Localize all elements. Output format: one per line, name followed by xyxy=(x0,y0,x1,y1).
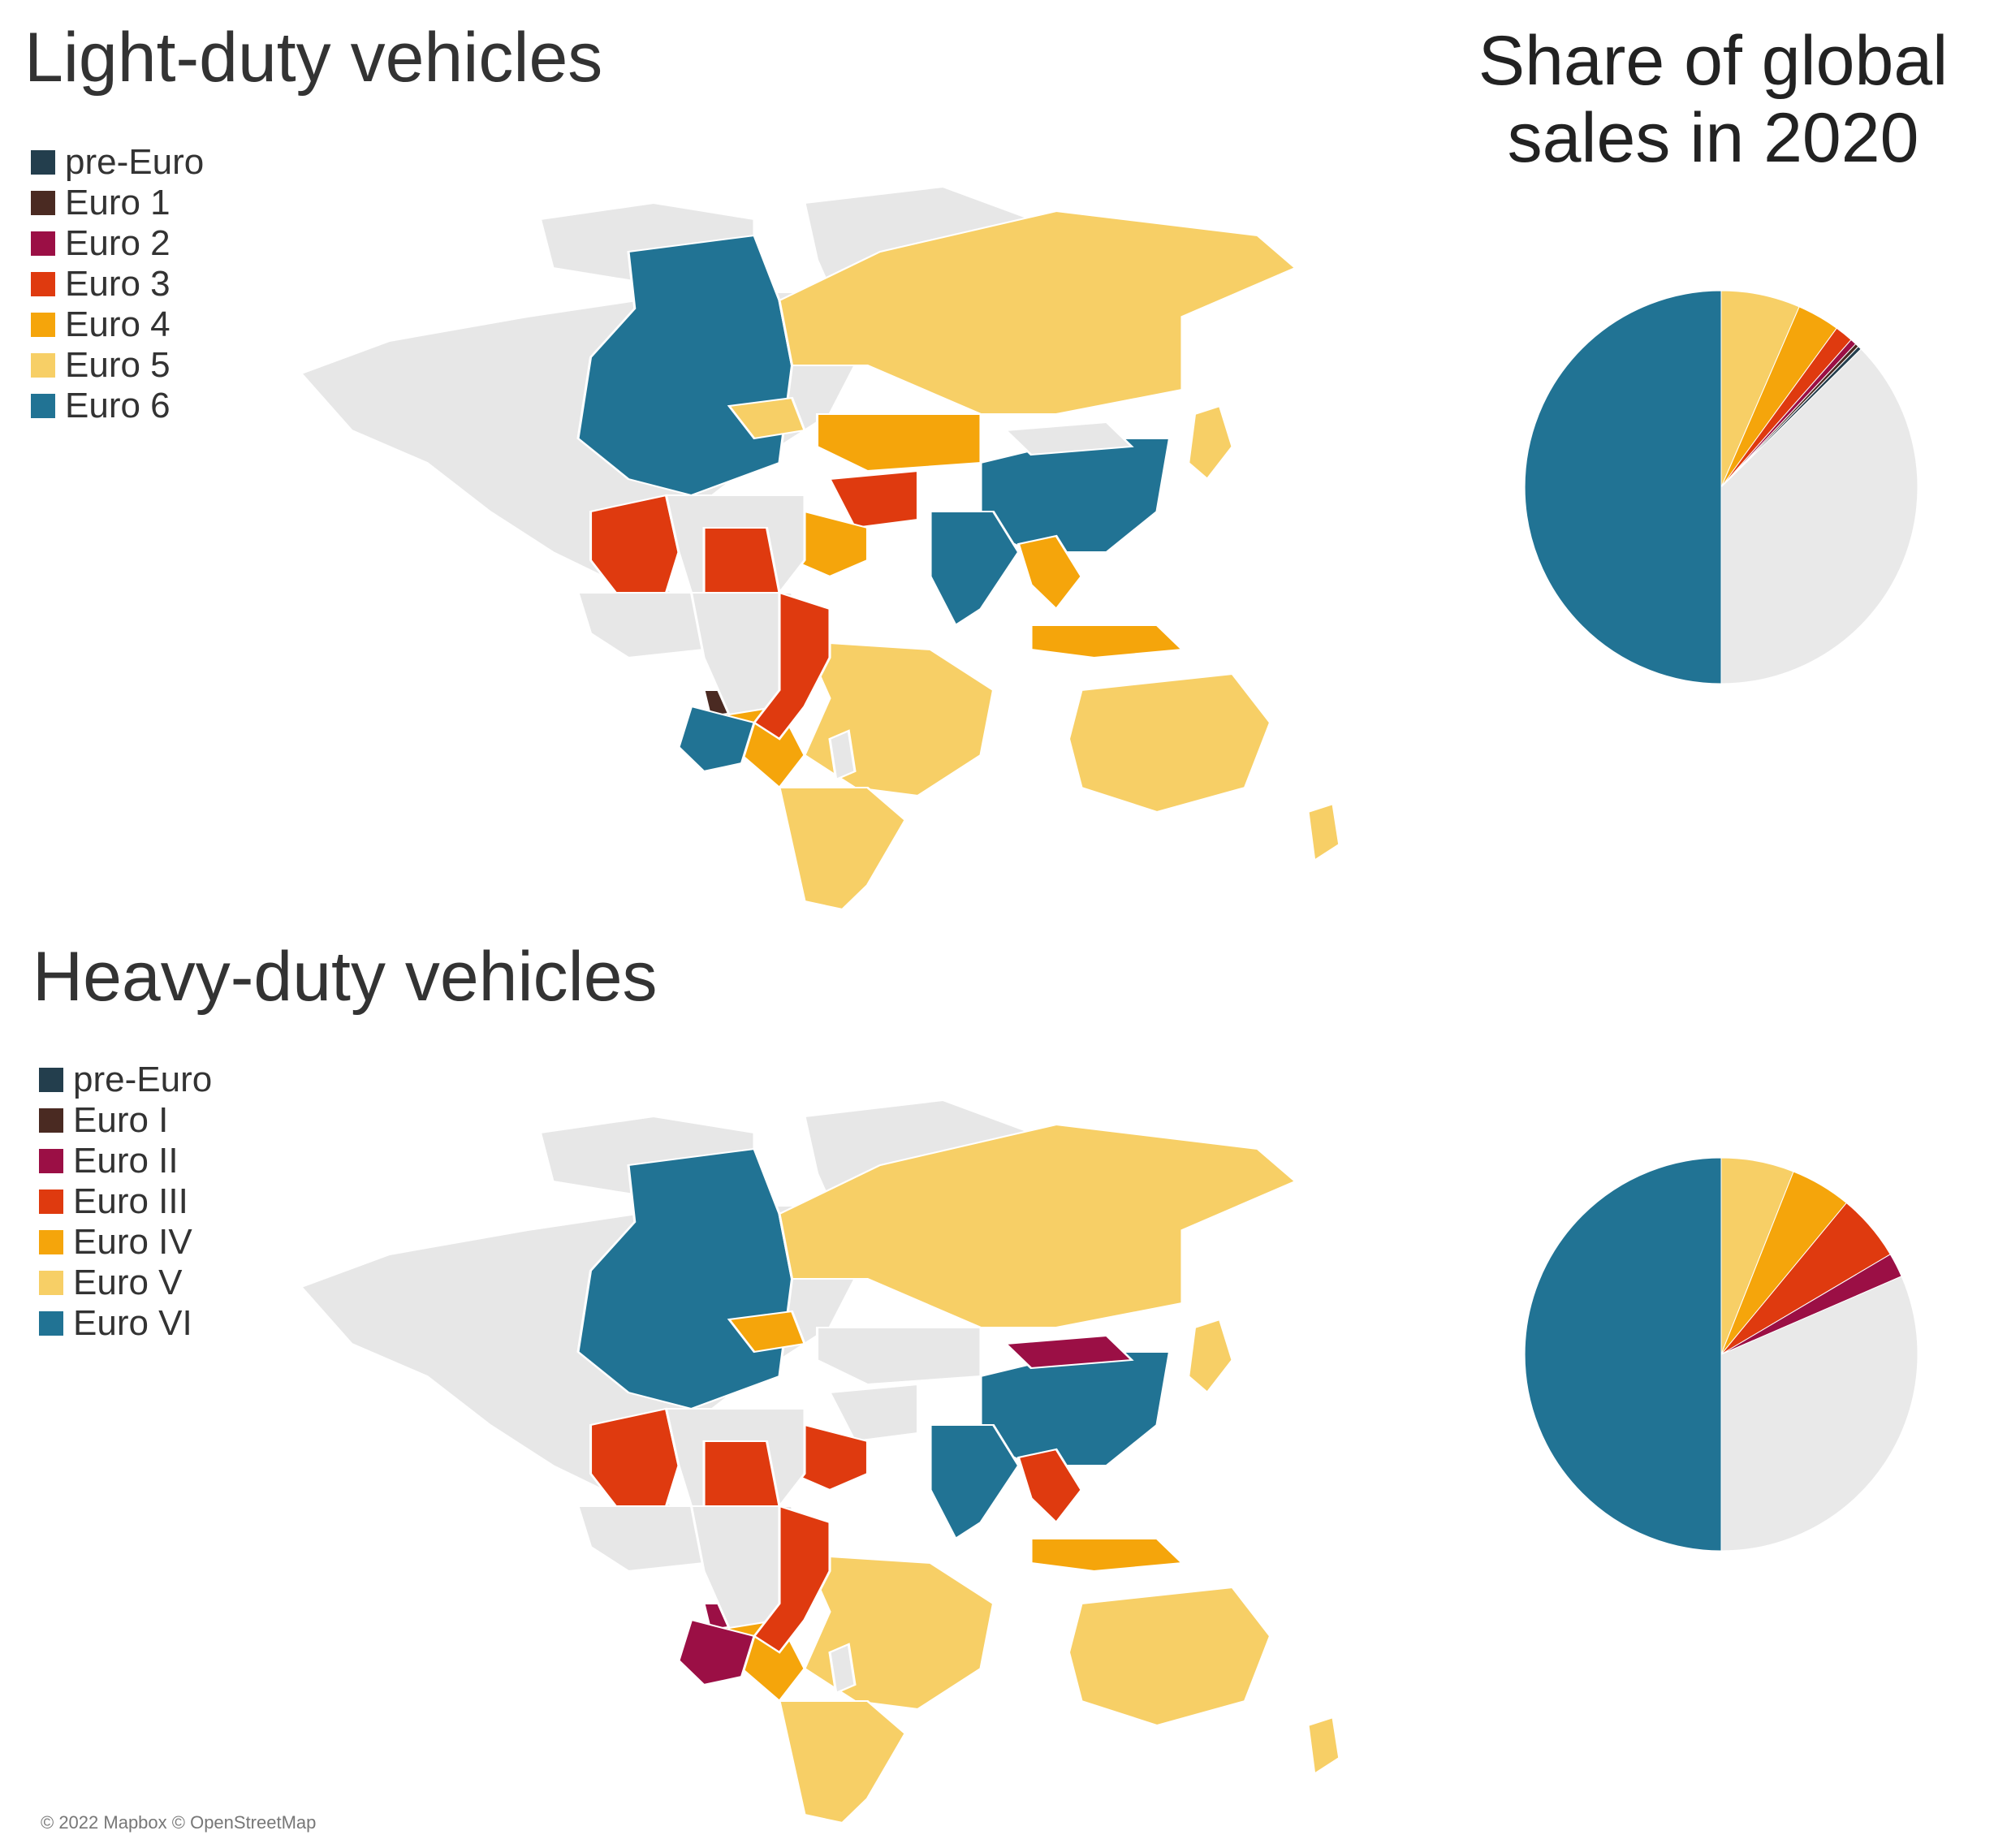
hdv-region-india xyxy=(929,1424,1021,1540)
legend-label: Euro IV xyxy=(73,1222,192,1262)
ldv-region-indonesia xyxy=(1029,624,1185,659)
legend-swatch xyxy=(39,1311,63,1336)
ldv-region-eastAfrica xyxy=(753,591,831,740)
ldv-region-australia xyxy=(1067,672,1272,814)
pie-slice-ldv-7 xyxy=(1720,348,1918,684)
legend-item-hdv-6: Euro VI xyxy=(39,1303,212,1344)
legend-swatch xyxy=(31,394,55,418)
hdv-region-madagascar xyxy=(828,1643,857,1695)
ldv-world-map xyxy=(299,185,1341,911)
ldv-region-ukraine xyxy=(727,396,806,440)
share-title: Share of global sales in 2020 xyxy=(1478,22,1949,177)
legend-item-hdv-5: Euro V xyxy=(39,1263,212,1303)
map-credit: © 2022 Mapbox © OpenStreetMap xyxy=(41,1812,317,1833)
hdv-world-map xyxy=(299,1099,1341,1824)
legend-item-hdv-2: Euro II xyxy=(39,1141,212,1181)
legend-swatch xyxy=(39,1149,63,1173)
legend-swatch xyxy=(39,1271,63,1295)
ldv-region-iran xyxy=(827,469,920,529)
legend-swatch xyxy=(31,231,55,256)
hdv-legend: pre-Euro Euro I Euro II Euro III Euro IV Euro… xyxy=(39,1060,212,1344)
ldv-region-nz xyxy=(1306,802,1341,863)
hdv-region-southCone xyxy=(778,1700,907,1824)
legend-item-ldv-6: Euro 6 xyxy=(31,386,204,426)
legend-swatch xyxy=(39,1230,63,1254)
hdv-region-southAfrica xyxy=(677,1618,756,1686)
legend-label: Euro V xyxy=(73,1263,183,1302)
legend-item-ldv-2: Euro 2 xyxy=(31,223,204,264)
legend-label: Euro 5 xyxy=(65,345,170,385)
legend-item-ldv-1: Euro 1 xyxy=(31,183,204,223)
pie-slice-hdv-0 xyxy=(1524,1157,1722,1552)
legend-label: Euro I xyxy=(73,1100,169,1140)
hdv-region-iran xyxy=(827,1383,920,1443)
hdv-region-mongolia xyxy=(1003,1334,1134,1370)
legend-label: pre-Euro xyxy=(65,142,205,182)
legend-swatch xyxy=(39,1068,63,1092)
legend-item-hdv-4: Euro IV xyxy=(39,1222,212,1263)
legend-swatch xyxy=(31,150,55,175)
hdv-region-indonesia xyxy=(1029,1538,1185,1573)
legend-item-hdv-1: Euro I xyxy=(39,1100,212,1141)
hdv-region-brazil xyxy=(802,1553,995,1711)
legend-item-ldv-5: Euro 5 xyxy=(31,345,204,386)
legend-label: pre-Euro xyxy=(73,1060,213,1099)
legend-swatch xyxy=(39,1190,63,1214)
legend-label: Euro 6 xyxy=(65,386,170,425)
hdv-region-nAfricaW xyxy=(589,1407,680,1507)
ldv-pie-chart xyxy=(1524,290,1918,684)
ldv-region-central xyxy=(815,413,982,473)
legend-swatch xyxy=(31,353,55,378)
hdv-title: Heavy-duty vehicles xyxy=(32,938,658,1016)
hdv-pie-chart xyxy=(1524,1157,1918,1552)
pie-slice-ldv-0 xyxy=(1524,290,1722,684)
legend-item-ldv-3: Euro 3 xyxy=(31,264,204,304)
legend-item-ldv-4: Euro 4 xyxy=(31,304,204,345)
legend-label: Euro 2 xyxy=(65,223,170,263)
legend-item-hdv-3: Euro III xyxy=(39,1181,212,1222)
ldv-map-layer xyxy=(299,185,1341,911)
legend-label: Euro 4 xyxy=(65,304,170,344)
legend-label: Euro 1 xyxy=(65,183,170,222)
legend-label: Euro II xyxy=(73,1141,179,1181)
ldv-region-mongolia xyxy=(1003,421,1134,456)
legend-item-ldv-0: pre-Euro xyxy=(31,142,204,183)
legend-label: Euro VI xyxy=(73,1303,192,1343)
legend-item-hdv-0: pre-Euro xyxy=(39,1060,212,1100)
hdv-region-japan xyxy=(1187,1318,1234,1394)
ldv-region-india xyxy=(929,511,1021,627)
hdv-region-eastAfrica xyxy=(753,1505,831,1654)
ldv-region-southAfrica xyxy=(677,705,756,773)
ldv-region-seAsia xyxy=(1016,534,1083,611)
ldv-region-madagascar xyxy=(828,729,857,781)
hdv-region-ukraine xyxy=(727,1310,806,1354)
legend-swatch xyxy=(31,191,55,215)
legend-swatch xyxy=(39,1108,63,1133)
ldv-region-southCone xyxy=(778,787,907,911)
legend-swatch xyxy=(31,272,55,296)
pie-slice-hdv-5 xyxy=(1720,1276,1918,1552)
hdv-region-australia xyxy=(1067,1586,1272,1727)
ldv-title: Light-duty vehicles xyxy=(24,19,603,97)
ldv-region-japan xyxy=(1187,404,1234,481)
hdv-region-central xyxy=(815,1327,982,1386)
legend-swatch xyxy=(31,313,55,337)
hdv-region-seAsia xyxy=(1016,1448,1083,1524)
ldv-region-russia xyxy=(778,209,1297,415)
hdv-map-layer xyxy=(299,1099,1341,1824)
legend-label: Euro 3 xyxy=(65,264,170,304)
hdv-region-nz xyxy=(1306,1716,1341,1777)
ldv-region-nAfricaW xyxy=(589,494,680,594)
ldv-region-brazil xyxy=(802,640,995,797)
hdv-region-russia xyxy=(778,1123,1297,1328)
legend-label: Euro III xyxy=(73,1181,188,1221)
ldv-legend: pre-Euro Euro 1 Euro 2 Euro 3 Euro 4 Euro 5 Eu… xyxy=(31,142,204,426)
